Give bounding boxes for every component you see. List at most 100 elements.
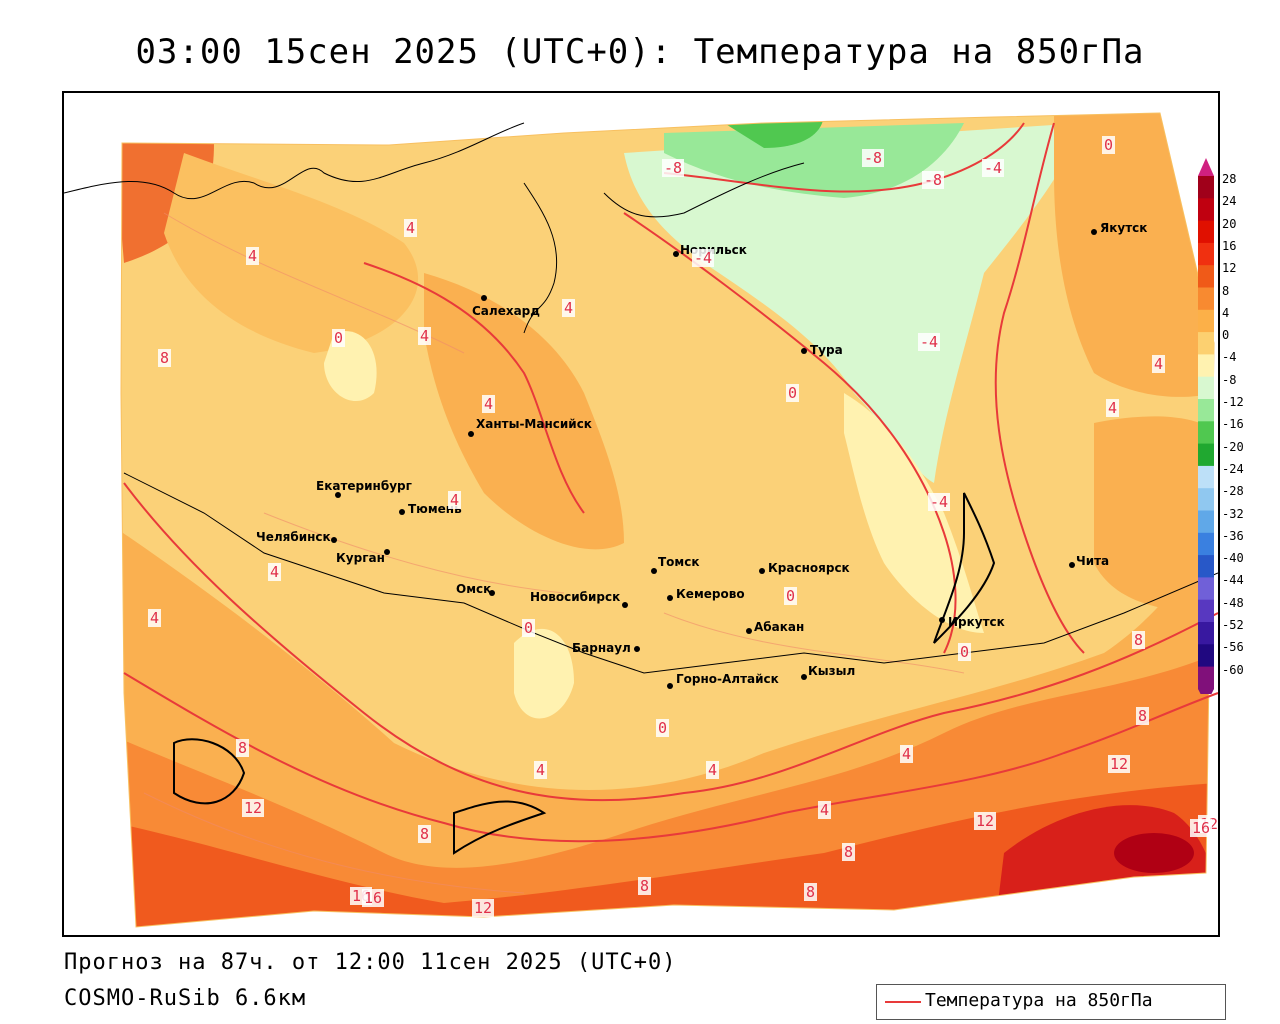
isoline-labels: -8 -8 -8 -4 -4 -4 -4 0 0 0 0 0 0 0 4 4 4 4 4 4 4 4 4 4 4 4 4 4 8 8 8 8 8…: [148, 136, 1218, 917]
scale-tick-label: 12: [1222, 261, 1237, 276]
scale-tick-label: -24: [1222, 461, 1244, 476]
isoline-label: 0: [658, 719, 667, 737]
isoline-label: 8: [1138, 707, 1147, 725]
city-label: Горно-Алтайск: [676, 672, 779, 686]
city-label: Якутск: [1100, 221, 1147, 235]
temperature-map[interactable]: Норильск Якутск Салехард Тура Ханты-Манс…: [64, 93, 1218, 935]
scale-tick-label: -12: [1222, 395, 1244, 409]
isoline-label: -8: [664, 159, 682, 177]
isoline-label: 4: [1108, 399, 1117, 417]
scale-tick-label: 16: [1222, 238, 1237, 253]
city-label: Челябинск: [256, 530, 331, 544]
map-frame: Норильск Якутск Салехард Тура Ханты-Манс…: [62, 91, 1220, 937]
isoline-label: 12: [976, 812, 994, 830]
isoline-label: 4: [820, 801, 829, 819]
scale-tick-label: 4: [1222, 305, 1230, 320]
isoline-label: 4: [902, 745, 911, 763]
isoline-label: 8: [160, 349, 169, 367]
legend-line-swatch: [885, 1001, 921, 1003]
isoline-label: 0: [334, 329, 343, 347]
isoline-label: 4: [484, 395, 493, 413]
temperature-field: [121, 113, 1214, 927]
scale-swatch: [1198, 176, 1214, 199]
isoline-label: -4: [930, 493, 948, 511]
scale-arrow-top: [1198, 158, 1214, 176]
city-label: Омск: [456, 582, 491, 596]
scale-swatch: [1198, 488, 1214, 511]
scale-tick-label: -36: [1222, 528, 1244, 543]
scale-tick-label: -52: [1222, 618, 1244, 632]
isoline-label: 0: [960, 643, 969, 661]
scale-tick-label: -56: [1222, 640, 1244, 655]
map-legend: Температура на 850гПа: [876, 984, 1226, 1020]
scale-tick-label: -40: [1222, 551, 1244, 566]
scale-tick-label: -16: [1222, 417, 1244, 432]
city-label: Ханты-Мансийск: [476, 417, 592, 431]
scale-swatch: [1198, 399, 1214, 422]
scale-tick-label: -44: [1222, 573, 1244, 588]
map-title: 03:00 15сен 2025 (UTC+0): Температура на…: [135, 32, 1145, 72]
isoline-label: 4: [420, 327, 429, 345]
isoline-label: 4: [564, 299, 573, 317]
city-label: Абакан: [754, 620, 804, 634]
scale-swatch: [1198, 198, 1214, 222]
scale-swatch: [1198, 220, 1214, 244]
scale-arrow-bottom: [1198, 688, 1214, 694]
scale-tick-label: 28: [1222, 172, 1237, 186]
isoline-label: 8: [420, 825, 429, 843]
isoline-label: 16: [1192, 819, 1210, 837]
scale-swatch: [1198, 510, 1214, 534]
scale-tick-label: -48: [1222, 595, 1244, 610]
isoline-label: 12: [1110, 755, 1128, 773]
isoline-label: 16: [364, 889, 382, 907]
scale-swatch: [1198, 332, 1214, 355]
isoline-label: 8: [1134, 631, 1143, 649]
scale-tick-label: 20: [1222, 216, 1237, 231]
scale-swatch: [1198, 465, 1214, 489]
isoline-label: 0: [524, 619, 533, 637]
city-label: Тура: [810, 343, 843, 357]
city-markers: [331, 229, 1097, 689]
scale-swatch: [1198, 287, 1214, 311]
scale-swatch: [1198, 577, 1214, 601]
scale-tick-label: 24: [1222, 194, 1237, 209]
model-name: COSMO-RuSib 6.6км: [64, 986, 307, 1011]
scale-swatch: [1198, 265, 1214, 288]
scale-tick-label: -32: [1222, 506, 1244, 521]
isoline-label: 0: [786, 587, 795, 605]
scale-tick-label: 0: [1222, 328, 1230, 343]
scale-swatch: [1198, 666, 1214, 690]
isoline-label: -4: [984, 159, 1002, 177]
isoline-label: 12: [474, 899, 492, 917]
isoline-label: 4: [708, 761, 717, 779]
scale-tick-label: -20: [1222, 439, 1244, 454]
city-label: Курган: [336, 551, 385, 565]
scale-swatch: [1198, 555, 1214, 578]
city-label: Кызыл: [808, 664, 855, 678]
scale-swatch: [1198, 443, 1214, 467]
isoline-label: -8: [864, 149, 882, 167]
isoline-label: 4: [248, 247, 257, 265]
isoline-label: 8: [806, 883, 815, 901]
isoline-label: 8: [844, 843, 853, 861]
city-label: Новосибирск: [530, 590, 620, 604]
city-label: Томск: [658, 555, 700, 569]
isoline-label: -4: [920, 333, 938, 351]
scale-swatch: [1198, 242, 1214, 266]
legend-label: Температура на 850гПа: [925, 990, 1153, 1011]
scale-tick-label: -60: [1222, 662, 1244, 677]
isoline-label: 4: [536, 761, 545, 779]
city-label: Иркутск: [948, 615, 1005, 629]
city-label: Кемерово: [676, 587, 745, 601]
scale-swatch: [1198, 599, 1214, 623]
scale-tick-label: -4: [1222, 350, 1237, 365]
color-scale: [1198, 158, 1214, 694]
isotherms: [123, 122, 1218, 843]
scale-tick-label: -28: [1222, 484, 1244, 499]
scale-swatch: [1198, 376, 1214, 400]
city-labels: Норильск Якутск Салехард Тура Ханты-Манс…: [256, 221, 1147, 686]
scale-swatch: [1198, 532, 1214, 556]
city-label: Чита: [1076, 554, 1109, 568]
city-label: Красноярск: [768, 561, 850, 575]
scale-tick-label: -8: [1222, 372, 1237, 387]
